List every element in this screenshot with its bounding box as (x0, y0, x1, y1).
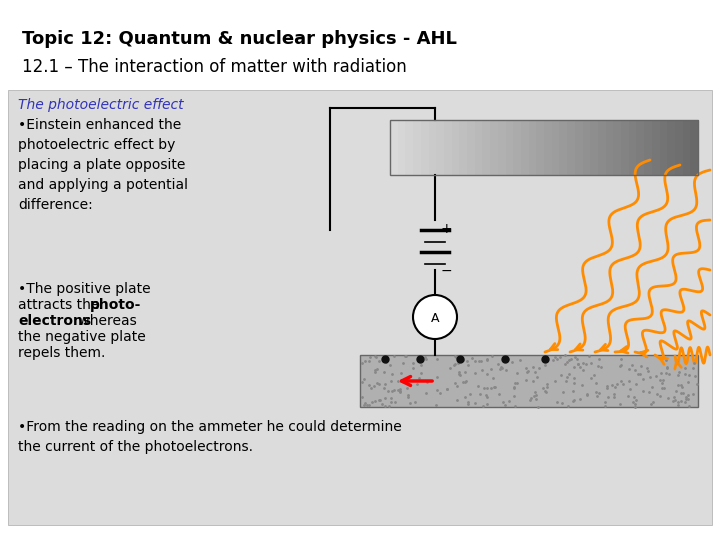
Text: −: − (441, 264, 453, 278)
Bar (521, 120, 530, 175)
Bar (397, 120, 406, 175)
Bar (467, 120, 476, 175)
Bar (582, 120, 591, 175)
Bar (544, 120, 553, 175)
Bar (598, 120, 606, 175)
Bar (552, 120, 560, 175)
Bar (505, 120, 514, 175)
Bar (675, 120, 683, 175)
Bar (451, 120, 460, 175)
Text: attracts the: attracts the (18, 298, 104, 312)
Bar (444, 120, 453, 175)
Bar (436, 120, 445, 175)
Text: repels them.: repels them. (18, 346, 105, 360)
Bar (390, 120, 399, 175)
Bar (428, 120, 437, 175)
Bar (360, 355, 698, 407)
Bar (405, 120, 414, 175)
Text: electrons: electrons (18, 314, 91, 328)
Bar (513, 120, 522, 175)
Text: •The positive plate: •The positive plate (18, 282, 150, 296)
Bar (575, 120, 583, 175)
Bar (559, 120, 568, 175)
Bar (652, 120, 660, 175)
Bar (536, 120, 545, 175)
Bar (390, 120, 698, 175)
Bar (490, 120, 499, 175)
Bar (690, 120, 699, 175)
Bar (683, 120, 691, 175)
Text: Topic 12: Quantum & nuclear physics - AHL: Topic 12: Quantum & nuclear physics - AH… (22, 30, 457, 48)
Bar (590, 120, 599, 175)
Bar (629, 120, 637, 175)
Bar (482, 120, 491, 175)
Bar (498, 120, 506, 175)
Bar (474, 120, 483, 175)
Text: A: A (431, 312, 439, 325)
Bar (528, 120, 537, 175)
Bar (621, 120, 630, 175)
Bar (613, 120, 622, 175)
Text: •From the reading on the ammeter he could determine
the current of the photoelec: •From the reading on the ammeter he coul… (18, 420, 402, 454)
Text: 12.1 – The interaction of matter with radiation: 12.1 – The interaction of matter with ra… (22, 58, 407, 76)
Text: The photoelectric effect: The photoelectric effect (18, 98, 184, 112)
Text: the negative plate: the negative plate (18, 330, 145, 344)
Bar (606, 120, 614, 175)
Bar (644, 120, 653, 175)
Bar (459, 120, 468, 175)
Text: whereas: whereas (74, 314, 137, 328)
Bar (667, 120, 676, 175)
Circle shape (413, 295, 457, 339)
Bar (8, 90, 712, 525)
Bar (660, 120, 668, 175)
Bar (420, 120, 430, 175)
Bar (567, 120, 576, 175)
Text: photo-: photo- (90, 298, 141, 312)
Text: +: + (441, 222, 453, 236)
Bar (413, 120, 422, 175)
Text: •Einstein enhanced the
photoelectric effect by
placing a plate opposite
and appl: •Einstein enhanced the photoelectric eff… (18, 118, 188, 212)
Bar (636, 120, 645, 175)
